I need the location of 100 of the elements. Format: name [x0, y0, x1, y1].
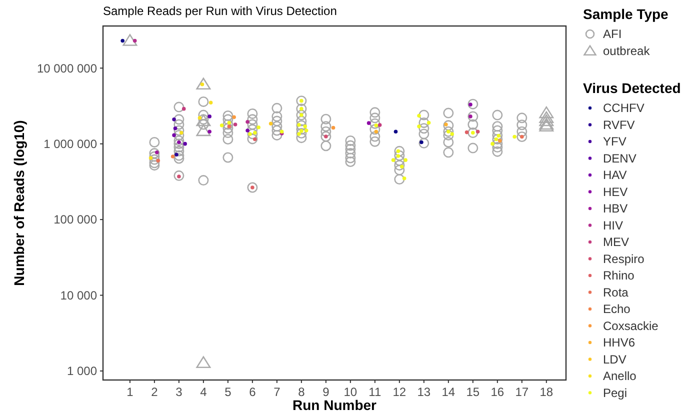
y-axis-title: Number of Reads (log10): [11, 120, 27, 286]
x-tick-label: 12: [392, 385, 406, 399]
x-tick-label: 3: [176, 385, 183, 399]
x-tick-label: 18: [540, 385, 554, 399]
x-tick-label: 14: [442, 385, 456, 399]
x-tick-label: 9: [322, 385, 330, 399]
point: [148, 156, 153, 160]
point: [378, 123, 382, 127]
point: [172, 133, 176, 138]
point: [476, 130, 480, 134]
legend-label: Coxsackie: [603, 318, 659, 333]
legend-label: Rhino: [603, 268, 635, 282]
legend-label: HAV: [603, 168, 627, 182]
y-tick-label: 10 000: [60, 288, 98, 302]
point: [156, 158, 160, 163]
point: [417, 114, 421, 118]
legend-label: RVFV: [603, 118, 635, 132]
point: [173, 126, 178, 130]
legend-label: outbreak: [603, 44, 651, 58]
point: [233, 122, 238, 126]
legend-label: Anello: [603, 369, 637, 383]
point: [246, 120, 250, 124]
point: [464, 130, 469, 134]
point: [444, 122, 448, 126]
point: [426, 120, 431, 125]
point: [196, 124, 211, 136]
point: [198, 116, 202, 120]
x-tick-label: 16: [490, 385, 504, 399]
point: [268, 122, 273, 126]
point: [246, 128, 250, 132]
x-tick-label: 10: [344, 385, 358, 399]
x-axis-title: Run Number: [292, 397, 378, 413]
legend-label: AFI: [603, 27, 622, 41]
x-tick-label: 11: [368, 385, 382, 399]
point: [450, 132, 454, 136]
point: [220, 124, 224, 128]
y-tick-label: 100 000: [54, 212, 98, 227]
point: [539, 111, 554, 124]
point: [208, 130, 212, 134]
point: [174, 152, 178, 157]
point: [304, 128, 308, 132]
point: [196, 114, 211, 126]
point: [468, 102, 472, 106]
text: Sample Type: [583, 6, 668, 22]
legend-label: Pegi: [603, 386, 628, 400]
point: [512, 134, 516, 139]
point: [539, 114, 554, 126]
point: [208, 114, 212, 118]
point: [331, 126, 336, 130]
point: [468, 114, 472, 118]
legend-label: YFV: [603, 134, 626, 148]
x-tick-label: 1: [126, 385, 134, 399]
legend-label: HEV: [603, 184, 628, 199]
point: [391, 158, 396, 162]
x-tick-label: 4: [200, 385, 208, 399]
point: [394, 130, 398, 134]
legend-label: Echo: [603, 302, 631, 316]
y-tick-label: 1 000: [66, 364, 98, 378]
point: [402, 176, 406, 180]
point: [420, 140, 424, 144]
point: [490, 142, 494, 146]
x-tick-label: 6: [249, 385, 256, 399]
x-tick-label: 8: [298, 385, 306, 399]
point: [366, 121, 371, 125]
y-tick-label: 1 000 000: [44, 137, 98, 152]
x-tick-label: 7: [274, 385, 281, 399]
point: [256, 125, 260, 130]
legend-label: Respiro: [603, 252, 645, 266]
point: [232, 115, 236, 120]
legend-label: CCHFV: [603, 101, 644, 115]
point: [182, 106, 186, 111]
point: [196, 78, 211, 90]
legend-label: MEV: [603, 235, 630, 249]
point: [539, 106, 554, 118]
point: [172, 118, 176, 122]
legend-label: HIV: [603, 218, 624, 232]
legend-label: Rota: [603, 285, 629, 300]
point: [170, 154, 175, 158]
point: [303, 124, 308, 128]
text: Virus Detected: [583, 80, 681, 96]
legend-label: HBV: [603, 202, 628, 216]
point: [120, 38, 124, 43]
x-tick-label: 15: [466, 385, 480, 399]
point: [122, 34, 138, 46]
x-tick-label: 13: [417, 385, 431, 399]
point: [208, 100, 213, 105]
point: [196, 356, 211, 368]
legend-label: HHV6: [603, 336, 636, 350]
legend-label: LDV: [603, 352, 626, 366]
point: [404, 158, 408, 162]
x-tick-label: 2: [151, 385, 158, 399]
y-tick-label: 10 000 000: [36, 61, 98, 76]
x-tick-label: 17: [515, 385, 529, 399]
point: [297, 132, 301, 136]
point: [132, 38, 137, 43]
legend-label: DENV: [603, 151, 636, 166]
point: [183, 142, 187, 146]
x-tick-label: 5: [224, 385, 232, 399]
chart-title: Sample Reads per Run with Virus Detection: [103, 4, 337, 18]
point: [248, 132, 252, 136]
